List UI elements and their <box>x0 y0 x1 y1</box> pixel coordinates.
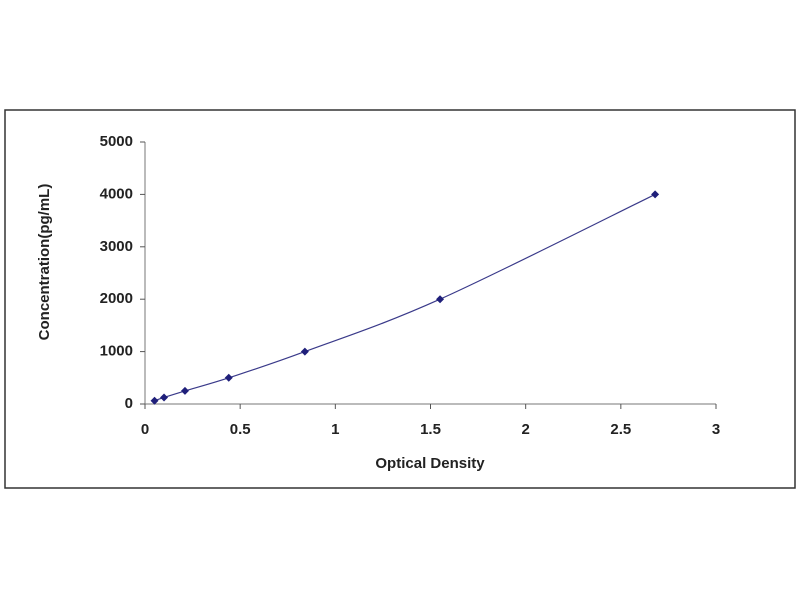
data-point <box>180 386 189 395</box>
x-axis-label: Optical Density <box>375 455 485 472</box>
data-point <box>651 190 660 199</box>
x-tick-label: 1.5 <box>420 421 441 438</box>
x-tick-label: 0.5 <box>230 421 251 438</box>
x-tick-label: 3 <box>712 421 720 438</box>
x-tick-label: 2.5 <box>610 421 631 438</box>
x-tick-label: 2 <box>521 421 529 438</box>
data-point <box>300 347 309 356</box>
data-point <box>160 393 169 402</box>
y-tick-label: 1000 <box>100 343 133 360</box>
chart-frame <box>4 109 796 489</box>
x-tick-label: 0 <box>141 421 149 438</box>
data-point <box>150 396 159 405</box>
y-tick-label: 5000 <box>100 133 133 150</box>
x-tick-label: 1 <box>331 421 339 438</box>
data-point <box>436 295 445 304</box>
y-tick-label: 0 <box>125 395 133 412</box>
y-tick-label: 4000 <box>100 185 133 202</box>
y-tick-label: 2000 <box>100 290 133 307</box>
y-tick-label: 3000 <box>100 238 133 255</box>
data-point <box>224 373 233 382</box>
y-axis-label: Concentration(pg/mL) <box>36 184 53 341</box>
